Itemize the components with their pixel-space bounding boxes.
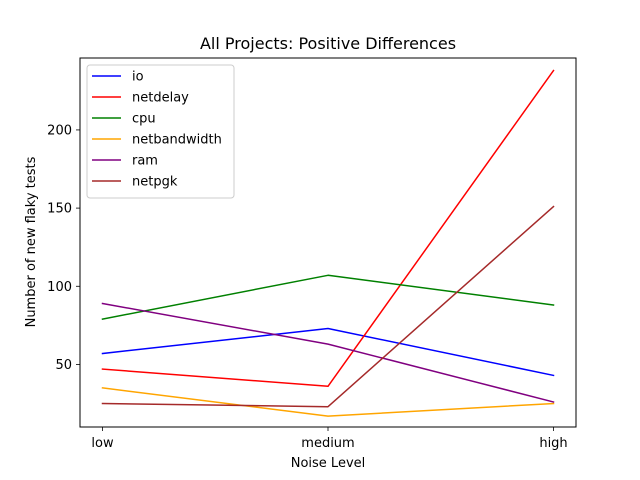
x-tick-label: high <box>539 436 567 451</box>
legend-label-io: io <box>132 70 144 85</box>
y-axis: 50 100 150 200 <box>47 123 80 373</box>
legend-label-netbandwidth: netbandwidth <box>132 133 222 148</box>
legend-label-cpu: cpu <box>132 112 156 127</box>
x-axis-label: Noise Level <box>291 456 366 471</box>
x-axis: low medium high <box>91 427 568 451</box>
y-tick-label: 150 <box>47 202 72 217</box>
x-tick-label: medium <box>301 436 354 451</box>
y-axis-label: Number of new flaky tests <box>24 156 39 327</box>
legend: io netdelay cpu netbandwidth ram netpgk <box>86 64 235 199</box>
legend-label-netpgk: netpgk <box>132 175 178 190</box>
series-line-ram <box>101 302 555 403</box>
legend-label-ram: ram <box>132 154 158 169</box>
y-tick-label: 200 <box>47 123 72 138</box>
y-tick-label: 100 <box>47 280 72 295</box>
series-line-cpu <box>101 274 555 320</box>
legend-label-netdelay: netdelay <box>132 91 189 106</box>
legend-box <box>86 64 235 199</box>
series-line-netpgk <box>101 205 555 408</box>
y-tick-label: 50 <box>55 358 72 373</box>
series-line-netbandwidth <box>101 387 555 417</box>
chart-title: All Projects: Positive Differences <box>200 34 456 53</box>
x-tick-label: low <box>91 436 114 451</box>
series-layer <box>101 69 555 417</box>
series-line-io <box>101 327 555 377</box>
series-line-netdelay <box>101 69 555 388</box>
